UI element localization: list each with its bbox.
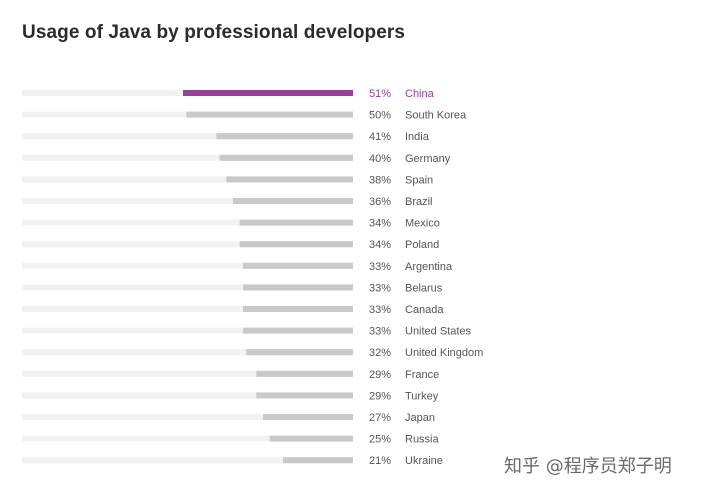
bar-row: 25% Russia	[22, 434, 440, 446]
category-label: United Kingdom	[405, 347, 483, 359]
category-label: South Korea	[405, 110, 467, 122]
category-label: Japan	[405, 412, 435, 424]
category-label: France	[405, 369, 439, 381]
bar	[283, 457, 353, 464]
bar	[183, 90, 353, 96]
bar	[263, 414, 353, 420]
bar	[219, 154, 353, 161]
bar	[226, 176, 353, 183]
bar-row: 36% Brazil	[22, 196, 433, 208]
value-label: 41%	[369, 131, 391, 143]
bar	[243, 262, 353, 269]
category-label: China	[405, 88, 435, 100]
bar	[233, 198, 353, 204]
category-label: Canada	[405, 304, 444, 316]
bar	[239, 219, 353, 226]
bar	[256, 392, 353, 399]
bar-row: 29% Turkey	[22, 390, 439, 402]
value-label: 34%	[369, 239, 391, 251]
value-label: 25%	[369, 434, 391, 446]
bar-row: 38% Spain	[22, 174, 433, 186]
bar-row: 21% Ukraine	[22, 455, 443, 467]
category-label: Ukraine	[405, 455, 443, 467]
value-label: 40%	[369, 153, 391, 165]
bar	[246, 349, 353, 356]
value-label: 50%	[369, 110, 391, 122]
bar	[243, 327, 353, 334]
value-label: 29%	[369, 390, 391, 402]
value-label: 38%	[369, 174, 391, 186]
category-label: Argentina	[405, 261, 453, 273]
bar	[256, 370, 353, 377]
bar	[269, 435, 353, 442]
bar-track	[22, 262, 353, 269]
value-label: 33%	[369, 261, 391, 273]
value-label: 29%	[369, 369, 391, 381]
bar-track	[22, 327, 353, 334]
category-label: Poland	[405, 239, 439, 251]
bar-track	[22, 414, 353, 420]
value-label: 33%	[369, 282, 391, 294]
category-label: Russia	[405, 434, 440, 446]
bar-row: 50% South Korea	[22, 110, 467, 122]
bar-row: 32% United Kingdom	[22, 347, 483, 359]
bar-row: 33% Belarus	[22, 282, 443, 294]
bar-track	[22, 349, 353, 356]
category-label: Turkey	[405, 390, 439, 402]
bar-row: 33% Canada	[22, 304, 444, 316]
bar	[239, 241, 353, 248]
value-label: 51%	[369, 88, 391, 100]
category-label: Germany	[405, 153, 451, 165]
bar-track	[22, 241, 353, 248]
watermark: 知乎 @程序员郑子明	[504, 456, 672, 477]
value-label: 27%	[369, 412, 391, 424]
value-label: 33%	[369, 304, 391, 316]
bar-track	[22, 306, 353, 312]
bar-row: 33% Argentina	[22, 261, 453, 273]
bar	[186, 111, 353, 118]
bar-row: 34% Poland	[22, 239, 439, 251]
category-label: Spain	[405, 174, 433, 186]
bar	[243, 284, 353, 291]
bar-row: 33% United States	[22, 326, 472, 338]
bar	[243, 306, 353, 312]
value-label: 36%	[369, 196, 391, 208]
bar-track	[22, 284, 353, 291]
value-label: 21%	[369, 455, 391, 467]
bar-row: 40% Germany	[22, 153, 451, 165]
bar-track	[22, 370, 353, 377]
value-label: 33%	[369, 326, 391, 338]
bar-track	[22, 198, 353, 204]
bar-track	[22, 176, 353, 183]
bar-track	[22, 219, 353, 226]
bar-track	[22, 457, 353, 464]
category-label: Brazil	[405, 196, 433, 208]
bar	[216, 133, 353, 140]
value-label: 32%	[369, 347, 391, 359]
category-label: India	[405, 131, 430, 143]
category-label: Belarus	[405, 282, 443, 294]
bar-row: 29% France	[22, 369, 439, 381]
bar-row: 34% Mexico	[22, 218, 440, 230]
bar-row: 51% China	[22, 88, 435, 100]
category-label: United States	[405, 326, 472, 338]
bar-track	[22, 435, 353, 442]
value-label: 34%	[369, 218, 391, 230]
bar-track	[22, 392, 353, 399]
bar-track	[22, 133, 353, 140]
chart-title: Usage of Java by professional developers	[22, 22, 406, 43]
bar-row: 41% India	[22, 131, 430, 143]
bar-track	[22, 154, 353, 161]
bar-row: 27% Japan	[22, 412, 435, 424]
category-label: Mexico	[405, 218, 440, 230]
